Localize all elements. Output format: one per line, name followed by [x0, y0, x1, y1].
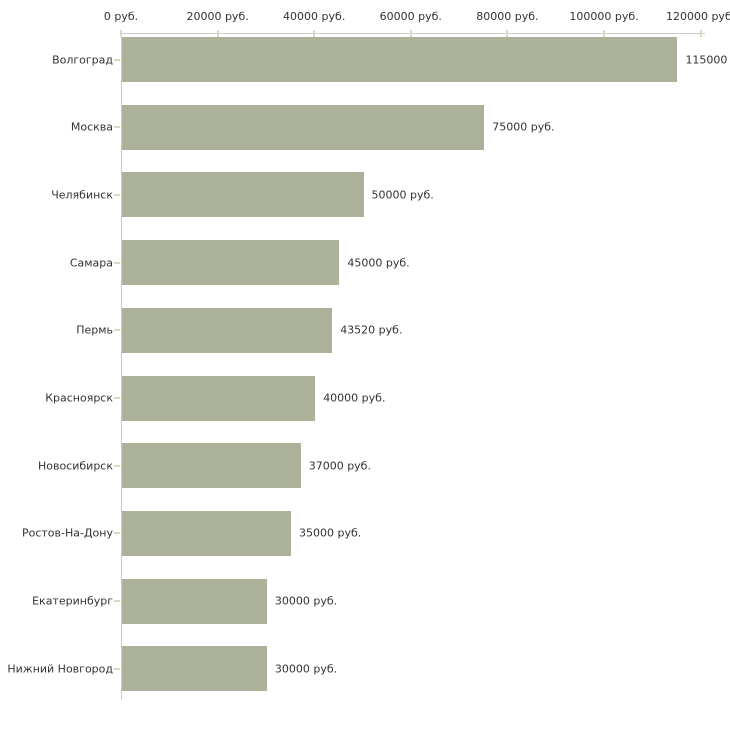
- y-axis-line: [121, 33, 122, 700]
- value-label: 115000 руб.: [685, 53, 730, 66]
- category-tick: [114, 126, 120, 129]
- category-label: Красноярск: [45, 391, 113, 405]
- category-tick: [114, 58, 120, 61]
- bar: [122, 646, 267, 692]
- x-tick-label: 0 руб.: [103, 10, 139, 23]
- x-tick: [699, 30, 702, 37]
- x-tick-label: 20000 руб.: [186, 10, 249, 23]
- bar: [122, 240, 340, 286]
- category-tick: [114, 261, 120, 264]
- value-label: 75000 руб.: [492, 120, 555, 134]
- category-label: Пермь: [76, 323, 113, 337]
- x-tick: [506, 30, 509, 37]
- value-label: 50000 руб.: [371, 188, 434, 202]
- x-tick-label: 100000 руб.: [569, 10, 639, 23]
- x-tick-label: 80000 руб.: [476, 10, 539, 23]
- value-label: 40000 руб.: [323, 391, 386, 405]
- bar: [122, 104, 485, 150]
- value-label: 30000 руб.: [274, 662, 338, 676]
- value-label: 30000 руб.: [274, 594, 338, 608]
- bar: [122, 375, 316, 421]
- value-label: 43520 руб.: [340, 323, 403, 337]
- bar: [122, 510, 292, 556]
- category-label: Москва: [70, 120, 113, 134]
- category-tick: [114, 193, 120, 196]
- x-tick: [603, 30, 605, 37]
- x-tick: [409, 30, 412, 37]
- x-tick: [216, 30, 219, 37]
- category-label: Нижний Новгород: [7, 662, 113, 676]
- x-axis-line: [121, 33, 705, 34]
- category-label: Новосибирск: [37, 459, 113, 473]
- category-label: Челябинск: [51, 188, 113, 202]
- bar: [122, 307, 333, 353]
- x-tick: [120, 30, 122, 37]
- category-label: Волгоград: [52, 53, 113, 66]
- category-tick: [114, 397, 120, 399]
- category-tick: [114, 464, 120, 467]
- bar: [122, 37, 678, 82]
- x-tick-label: 40000 руб.: [283, 10, 346, 23]
- category-tick: [114, 532, 120, 535]
- bar: [122, 172, 364, 218]
- category-label: Екатеринбург: [32, 594, 113, 608]
- x-tick: [313, 30, 316, 37]
- category-tick: [114, 667, 120, 670]
- category-label: Самара: [69, 256, 113, 270]
- category-tick: [114, 329, 120, 332]
- value-label: 37000 руб.: [308, 459, 371, 473]
- x-tick-label: 60000 руб.: [379, 10, 442, 23]
- category-label: Ростов-На-Дону: [21, 526, 113, 540]
- category-tick: [114, 600, 120, 603]
- value-label: 35000 руб.: [299, 526, 362, 540]
- value-label: 45000 руб.: [347, 256, 410, 270]
- bar: [122, 443, 301, 489]
- bar: [122, 578, 267, 624]
- x-tick-label: 120000 руб.: [665, 10, 730, 23]
